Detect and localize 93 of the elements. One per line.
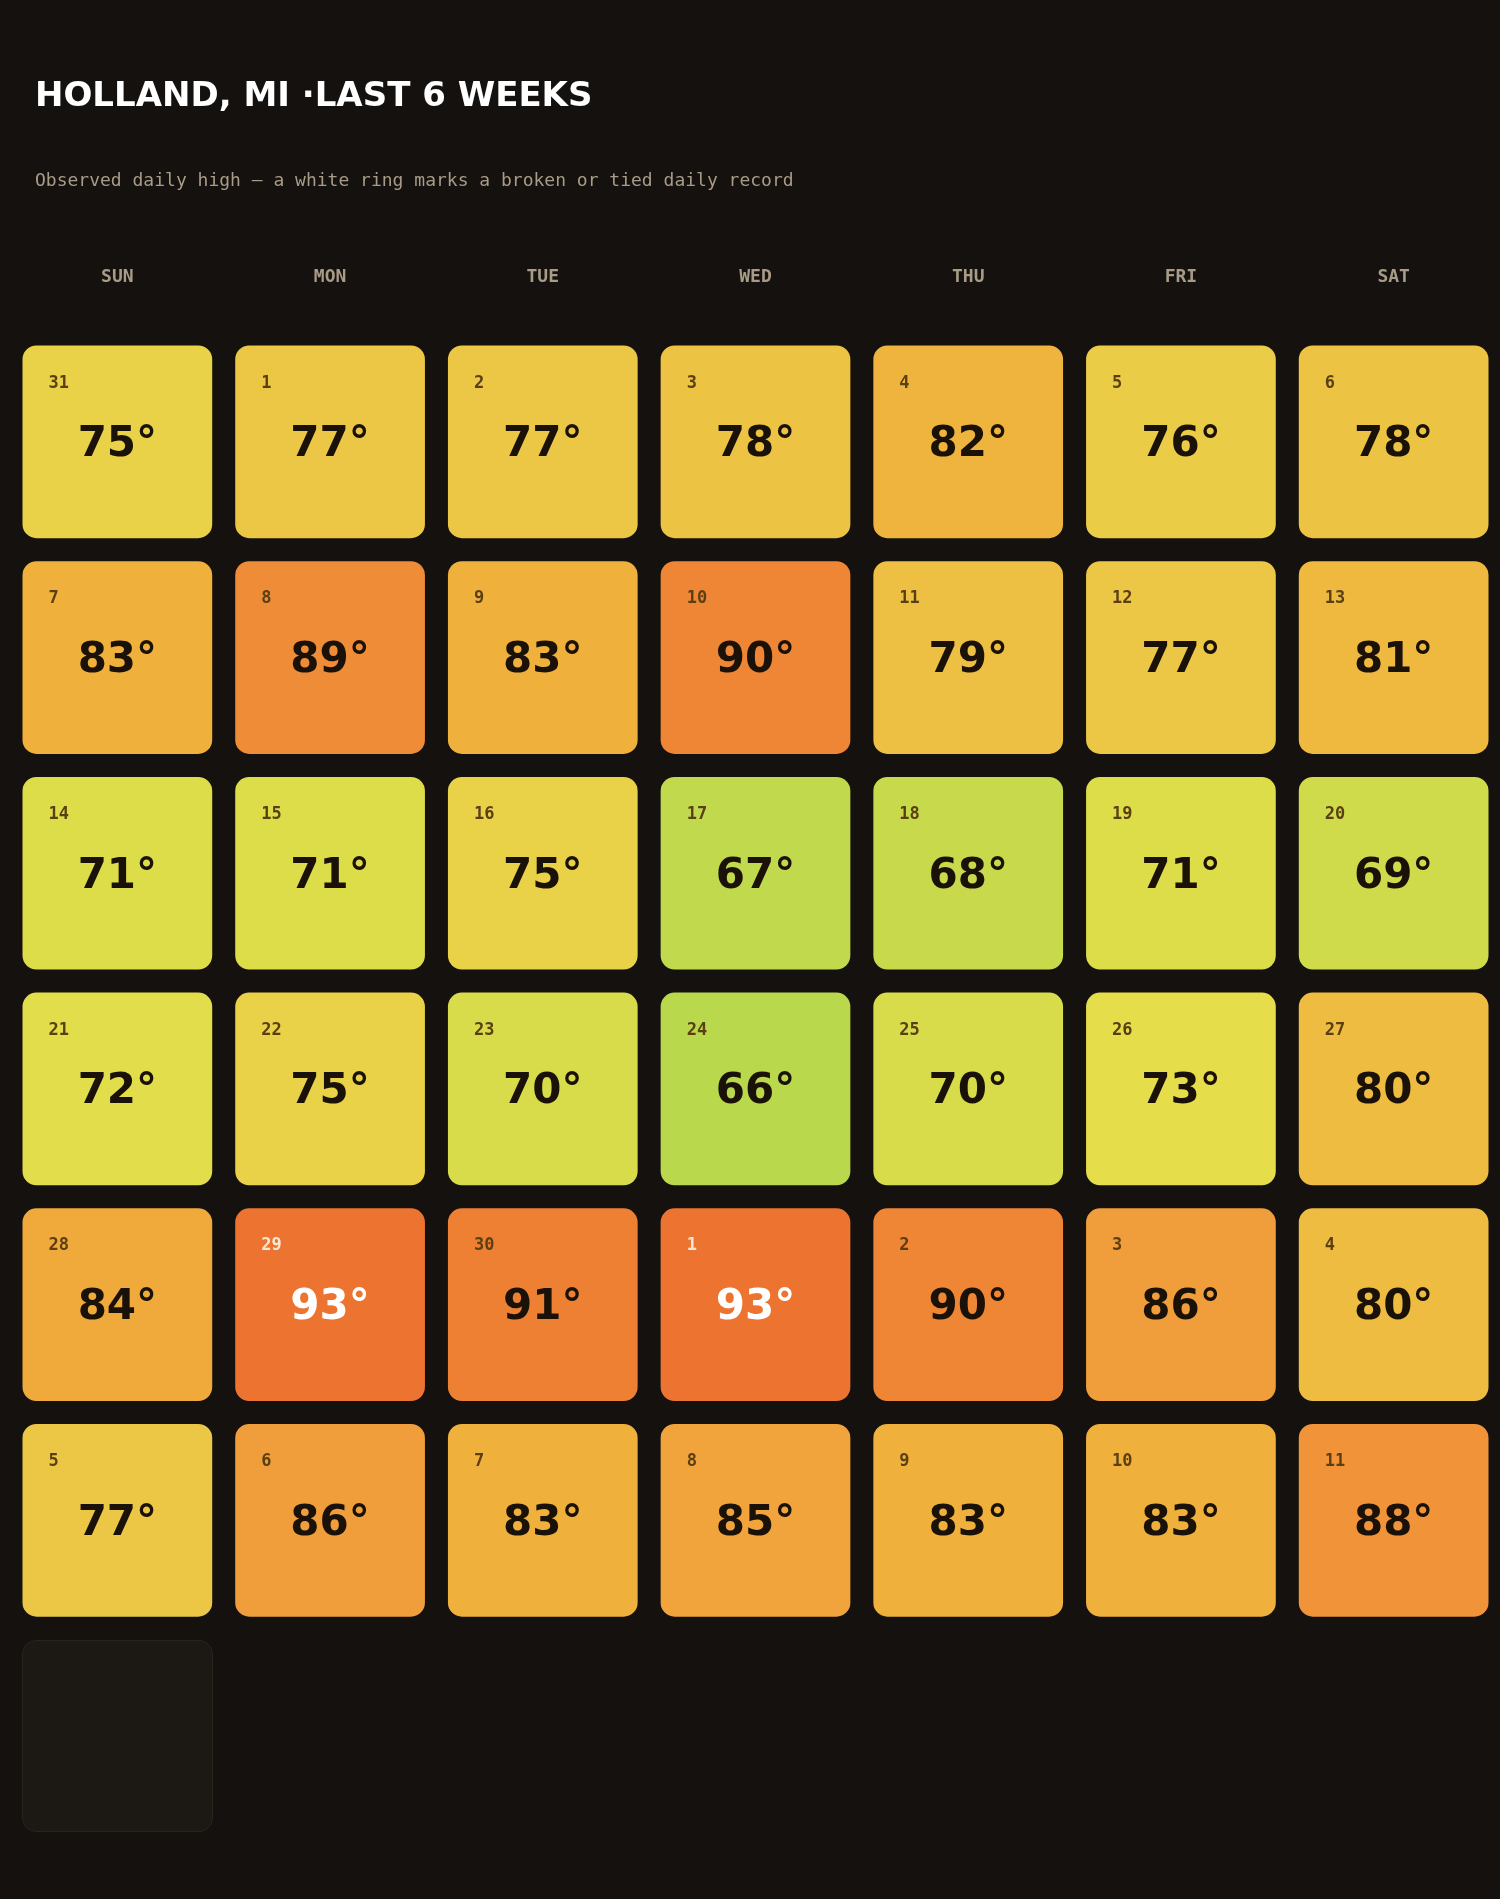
annotation: 8: [686, 1450, 697, 1470]
data-label: 86°: [1141, 1280, 1221, 1330]
data-label: 77°: [503, 417, 583, 467]
annotation: 5: [1112, 371, 1123, 392]
annotation: 11: [899, 587, 920, 608]
data-label: 67°: [715, 848, 796, 898]
data-label: 72°: [77, 1064, 158, 1114]
x-tick-label: MON: [313, 264, 347, 286]
data-label: 80°: [1353, 1064, 1434, 1114]
annotation: 9: [473, 587, 485, 608]
data-label: 71°: [77, 848, 158, 898]
data-label: 76°: [1141, 417, 1221, 467]
annotation: 5: [48, 1450, 59, 1470]
annotation: 25: [899, 1018, 920, 1039]
data-label: 73°: [1141, 1064, 1221, 1114]
annotation: 1: [261, 371, 272, 392]
data-label: 91°: [503, 1280, 583, 1330]
annotation: 19: [1112, 802, 1133, 823]
chart-title: HOLLAND, MI ·LAST 6 WEEKS: [35, 74, 593, 114]
data-label: 83°: [1141, 1495, 1221, 1545]
data-label: 88°: [1353, 1495, 1434, 1545]
data-label: 86°: [290, 1495, 370, 1545]
data-label: 83°: [77, 633, 158, 683]
data-label: 93°: [290, 1280, 370, 1330]
annotation: 21: [48, 1018, 69, 1039]
data-label: 70°: [928, 1064, 1008, 1114]
annotation: 10: [686, 587, 708, 608]
annotation: 1: [686, 1234, 697, 1255]
data-label: 75°: [503, 848, 583, 898]
annotation: 6: [1324, 371, 1336, 392]
data-label: 89°: [290, 633, 370, 683]
data-label: 90°: [928, 1280, 1008, 1330]
data-label: 71°: [290, 848, 370, 898]
data-label: 75°: [77, 417, 158, 467]
data-label: 83°: [503, 633, 583, 683]
annotation: 29: [261, 1234, 282, 1255]
data-label: 85°: [715, 1495, 796, 1545]
chart-subtitle: Observed daily high — a white ring marks a broken or tied daily record: [35, 168, 794, 190]
annotation: 4: [899, 371, 910, 392]
annotation: 11: [1324, 1450, 1346, 1470]
data-label: 82°: [928, 417, 1008, 467]
annotation: 7: [48, 587, 59, 608]
annotation: 20: [1324, 802, 1346, 823]
data-label: 83°: [503, 1495, 583, 1545]
x-tick-label: WED: [739, 264, 772, 286]
x-tick-label: SUN: [101, 264, 134, 286]
annotation: 30: [473, 1234, 495, 1255]
annotation: 7: [473, 1450, 485, 1470]
annotation: 16: [473, 802, 495, 823]
data-label: 90°: [715, 633, 796, 683]
annotation: 28: [48, 1234, 69, 1255]
data-label: 83°: [928, 1495, 1008, 1545]
annotation: 4: [1324, 1234, 1336, 1255]
data-label: 75°: [290, 1064, 370, 1114]
data-label: 81°: [1353, 633, 1434, 683]
data-label: 69°: [1353, 848, 1434, 898]
annotation: 9: [899, 1450, 910, 1470]
annotation: 2: [899, 1234, 910, 1255]
data-label: 84°: [77, 1280, 158, 1330]
x-tick-label: FRI: [1164, 264, 1198, 286]
annotation: 3: [686, 371, 697, 392]
data-label: 78°: [1353, 417, 1434, 467]
annotation: 8: [261, 587, 272, 608]
annotation: 26: [1112, 1018, 1133, 1039]
data-label: 77°: [290, 417, 370, 467]
annotation: 22: [261, 1018, 282, 1039]
annotation: 27: [1324, 1018, 1346, 1039]
data-label: 78°: [715, 417, 796, 467]
data-label: 79°: [928, 633, 1008, 683]
annotation: 13: [1324, 587, 1346, 608]
data-label: 70°: [503, 1064, 583, 1114]
annotation: 31: [48, 371, 69, 392]
annotation: 15: [261, 802, 282, 823]
data-label: 71°: [1141, 848, 1221, 898]
x-tick-label: TUE: [526, 264, 560, 286]
annotation: 18: [899, 802, 920, 823]
annotation: 2: [473, 371, 485, 392]
annotation: 24: [686, 1018, 708, 1039]
data-label: 77°: [77, 1495, 158, 1545]
data-label: 68°: [928, 848, 1008, 898]
annotation: 14: [48, 802, 69, 823]
x-tick-label: SAT: [1377, 264, 1411, 286]
data-label: 77°: [1141, 633, 1221, 683]
annotation: 6: [261, 1450, 272, 1470]
x-tick-label: THU: [951, 264, 985, 286]
annotation: 17: [686, 802, 708, 823]
annotation: 12: [1112, 587, 1133, 608]
data-label: 66°: [715, 1064, 796, 1114]
data-label: 93°: [715, 1280, 796, 1330]
annotation: 10: [1112, 1450, 1133, 1470]
annotation: 3: [1112, 1234, 1123, 1255]
data-label: 80°: [1353, 1280, 1434, 1330]
annotation: 23: [473, 1018, 495, 1039]
